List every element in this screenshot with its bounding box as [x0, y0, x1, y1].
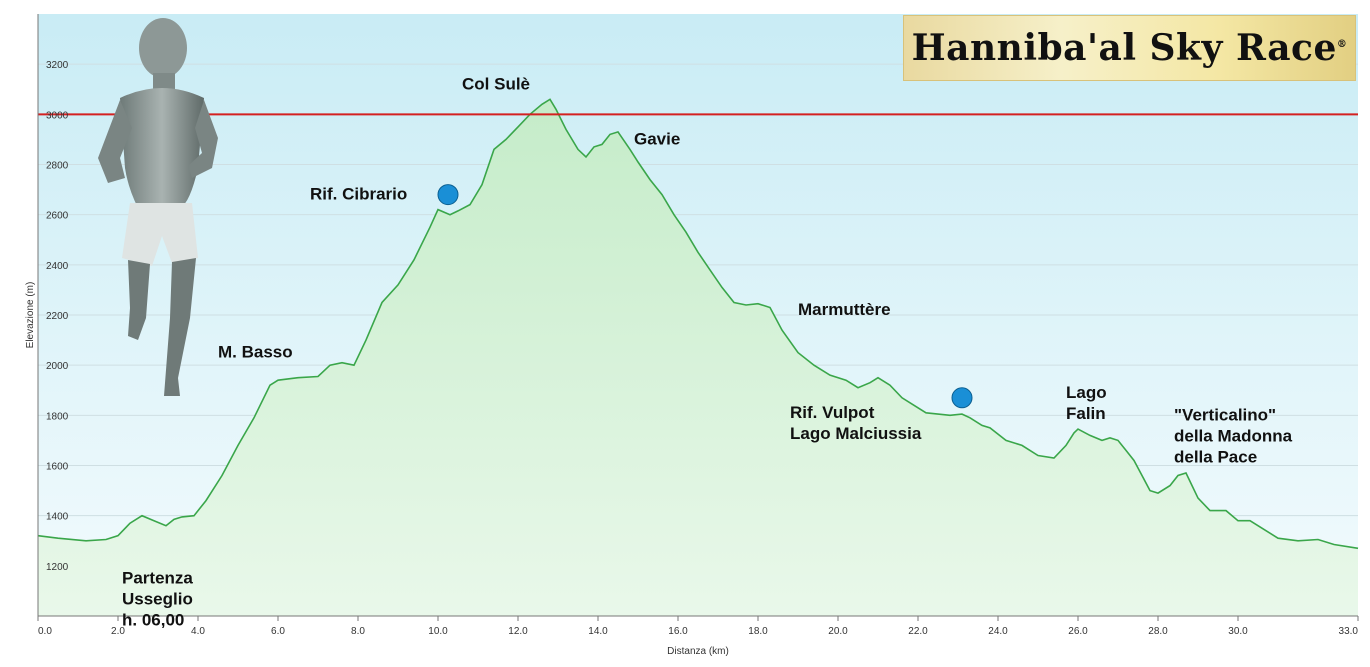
y-axis-title: Elevazione (m) — [25, 282, 36, 349]
y-tick-label-1800: 1800 — [46, 411, 69, 422]
y-tick-label-1600: 1600 — [46, 462, 69, 473]
waypoint-markers — [437, 184, 973, 409]
y-tick-label-3000: 3000 — [46, 110, 69, 121]
y-axis-ticks: 1200 1400 1600 1800 2000 2200 2400 2600 2800 3000… — [46, 60, 69, 573]
x-tick-label-28: 28.0 — [1148, 626, 1168, 637]
runner-right-leg — [164, 258, 196, 396]
waypoint-label-4: Gavie — [634, 129, 680, 148]
waypoint-label-5-line-0: Marmuttère — [798, 300, 891, 319]
x-tick-label-33: 33.0 — [1339, 626, 1359, 637]
x-axis-ticks: 0.0 2.0 4.0 6.0 8.0 10.0 12.0 14.0 16.0 18.0 20.0 2… — [37, 616, 1359, 637]
y-tick-label-2800: 2800 — [46, 161, 69, 172]
x-tick-label-24: 24.0 — [988, 626, 1008, 637]
waypoint-label-0-line-2: h. 06,00 — [122, 610, 184, 629]
x-tick-label-16: 16.0 — [668, 626, 688, 637]
logo-text: Hanniba'al Sky Race — [911, 27, 1337, 69]
waypoint-label-7-line-0: Lago — [1066, 383, 1107, 402]
waypoint-label-5: Marmuttère — [798, 300, 891, 319]
y-tick-label-2000: 2000 — [46, 361, 69, 372]
x-tick-label-14: 14.0 — [588, 626, 608, 637]
waypoint-label-1-line-0: M. Basso — [218, 343, 293, 362]
x-tick-label-8: 8.0 — [351, 626, 365, 637]
waypoint-marker-1 — [951, 387, 973, 409]
x-tick-label-6: 6.0 — [271, 626, 285, 637]
y-tick-label-2200: 2200 — [46, 311, 69, 322]
x-tick-label-12: 12.0 — [508, 626, 528, 637]
waypoint-label-3: Col Sulè — [462, 74, 530, 93]
x-tick-label-2: 2.0 — [111, 626, 125, 637]
waypoint-label-6-line-0: Rif. Vulpot — [790, 403, 875, 422]
runner-figure — [98, 18, 218, 396]
race-logo: Hanniba'al Sky Race® — [903, 15, 1356, 81]
x-tick-label-4: 4.0 — [191, 626, 205, 637]
x-tick-label-18: 18.0 — [748, 626, 768, 637]
runner-head — [139, 18, 187, 78]
waypoint-label-0-line-0: Partenza — [122, 568, 193, 587]
waypoint-label-0-line-1: Usseglio — [122, 589, 193, 608]
x-tick-label-20: 20.0 — [828, 626, 848, 637]
elevation-line — [37, 98, 1359, 550]
waypoint-label-2-line-0: Rif. Cibrario — [310, 185, 407, 204]
waypoint-label-6-line-1: Lago Malciussia — [790, 424, 922, 443]
runner-left-leg — [128, 260, 150, 340]
x-tick-label-10: 10.0 — [428, 626, 448, 637]
logo-registered-mark: ® — [1336, 39, 1348, 50]
y-tick-label-1400: 1400 — [46, 512, 69, 523]
x-tick-label-22: 22.0 — [908, 626, 928, 637]
x-tick-label-30: 30.0 — [1228, 626, 1248, 637]
x-axis-title: Distanza (km) — [667, 646, 729, 657]
y-tick-label-2400: 2400 — [46, 261, 69, 272]
y-tick-label-1200: 1200 — [46, 562, 69, 573]
waypoint-marker-0 — [437, 184, 459, 206]
waypoint-label-8-line-0: "Verticalino" — [1174, 405, 1276, 424]
waypoint-label-3-line-0: Col Sulè — [462, 74, 530, 93]
waypoint-label-2: Rif. Cibrario — [310, 185, 407, 204]
waypoint-label-8: "Verticalino" della Madonna della Pace — [1174, 405, 1293, 466]
waypoint-label-7: Lago Falin — [1066, 383, 1107, 423]
runner-shorts — [122, 203, 198, 266]
waypoint-label-1: M. Basso — [218, 343, 293, 362]
waypoint-label-6: Rif. Vulpot Lago Malciussia — [790, 403, 922, 443]
waypoint-label-8-line-1: della Madonna — [1174, 426, 1293, 445]
runner-torso — [120, 88, 204, 208]
waypoint-label-4-line-0: Gavie — [634, 129, 680, 148]
waypoint-label-0: Partenza Usseglio h. 06,00 — [122, 568, 193, 629]
y-tick-label-2600: 2600 — [46, 211, 69, 222]
y-tick-label-3200: 3200 — [46, 60, 69, 71]
elevation-area — [38, 99, 1358, 617]
x-tick-label-26: 26.0 — [1068, 626, 1088, 637]
runner-left-arm — [98, 100, 132, 183]
runner-neck — [153, 73, 175, 91]
runner-right-arm — [188, 100, 218, 178]
x-tick-label-0: 0.0 — [38, 626, 52, 637]
waypoint-label-7-line-1: Falin — [1066, 404, 1106, 423]
waypoint-labels: Partenza Usseglio h. 06,00 M. Basso Rif. Cib… — [122, 74, 1293, 629]
waypoint-label-8-line-2: della Pace — [1174, 447, 1257, 466]
